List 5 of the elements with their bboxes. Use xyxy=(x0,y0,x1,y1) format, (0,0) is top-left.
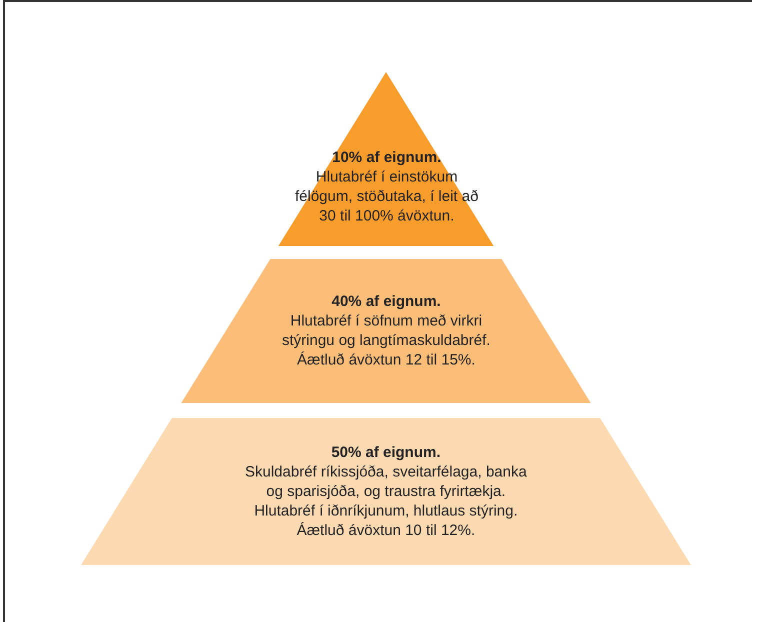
category-label: Hlutabréf í söfnum með virkri stýringu og langtímaskuldabréf. Áætluð ávöxtun 12 til 15%. xyxy=(282,312,490,368)
data-label: 40% af eignum. xyxy=(332,293,441,310)
category-label: Skuldabréf ríkissjóða, sveitarfélaga, banka og sparisjóða, og traustra fyrirtækja. Hlutabréf í iðnríkjunum, hlutlaus stýring. Áætluð ávöxtun 10 til 12%. xyxy=(245,464,528,539)
data-label: 10% af eignum. xyxy=(332,149,442,166)
data-label: 50% af eignum. xyxy=(331,444,441,461)
